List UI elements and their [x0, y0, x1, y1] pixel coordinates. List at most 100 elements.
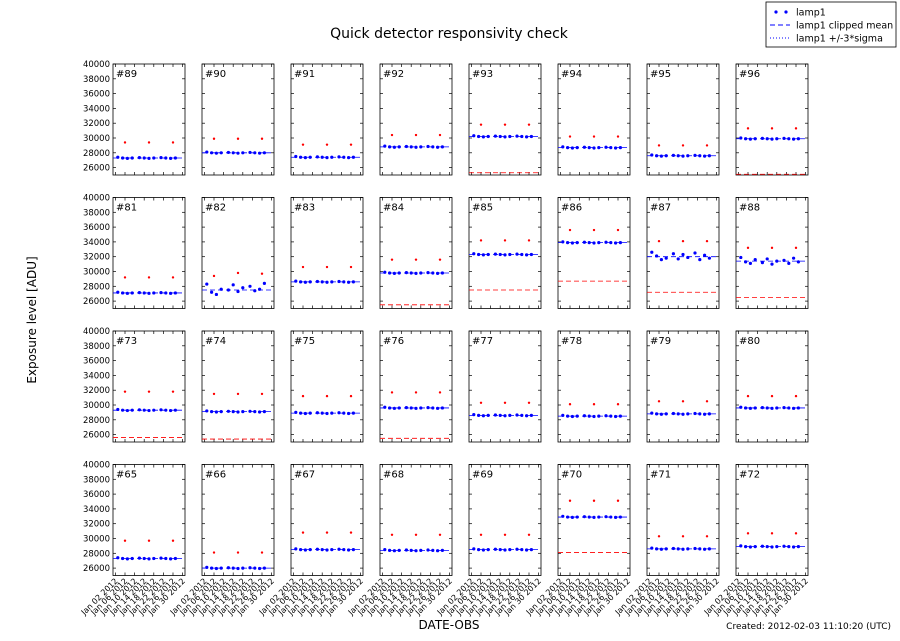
- outlier-point: [770, 246, 774, 250]
- data-point: [315, 279, 319, 284]
- data-point: [686, 154, 690, 158]
- panel-label: #79: [650, 336, 671, 347]
- data-point: [116, 407, 120, 412]
- data-point: [582, 515, 587, 519]
- data-point: [703, 253, 707, 257]
- data-point: [419, 406, 423, 410]
- data-point: [587, 241, 591, 245]
- data-point: [320, 280, 324, 284]
- data-point: [676, 154, 680, 158]
- data-point: [566, 414, 570, 418]
- y-tick-label: 34000: [83, 238, 110, 248]
- panel-label: #89: [116, 69, 137, 80]
- y-tick-label: 40000: [83, 327, 110, 337]
- outlier-point: [349, 265, 353, 269]
- data-point: [561, 413, 565, 417]
- panel-frame: [290, 197, 364, 309]
- outlier-point: [349, 394, 353, 398]
- data-point: [659, 154, 664, 158]
- panel-frame: [112, 464, 186, 576]
- data-point: [320, 155, 324, 159]
- legend-marker: [784, 10, 788, 14]
- panel-label: #83: [294, 203, 315, 214]
- data-point: [214, 410, 218, 414]
- outlier-point: [770, 127, 774, 130]
- data-point: [787, 137, 791, 141]
- legend-label: lamp1: [796, 8, 826, 19]
- data-point: [664, 154, 668, 158]
- data-point: [315, 547, 319, 551]
- data-point: [671, 153, 676, 157]
- data-point: [493, 134, 497, 138]
- data-point: [664, 412, 668, 416]
- data-point: [130, 408, 134, 412]
- data-point: [655, 154, 659, 158]
- data-point: [419, 271, 423, 275]
- data-point: [330, 280, 334, 284]
- data-point: [698, 412, 702, 416]
- data-point: [231, 410, 235, 414]
- outlier-point: [616, 499, 620, 502]
- data-point: [765, 257, 769, 261]
- data-point: [294, 410, 298, 414]
- data-point: [205, 282, 209, 286]
- data-point: [477, 134, 481, 139]
- data-point: [748, 406, 753, 410]
- data-point: [404, 144, 408, 149]
- outlier-point: [503, 239, 507, 242]
- data-point: [486, 252, 490, 257]
- data-point: [308, 411, 312, 415]
- outlier-point: [770, 394, 774, 398]
- outlier-point: [390, 133, 394, 137]
- panel-label: #96: [739, 69, 760, 80]
- data-point: [744, 260, 748, 264]
- data-point: [566, 146, 570, 150]
- data-point: [330, 155, 334, 159]
- y-tick-label: 38000: [83, 75, 110, 85]
- data-point: [597, 241, 601, 245]
- data-point: [703, 412, 707, 416]
- data-point: [130, 291, 134, 295]
- data-point: [686, 255, 690, 260]
- data-point: [770, 137, 774, 141]
- outlier-point: [568, 135, 572, 138]
- data-point: [748, 261, 753, 265]
- data-point: [125, 557, 129, 561]
- outlier-point: [681, 400, 685, 403]
- data-point: [744, 545, 748, 549]
- outlier-point: [705, 144, 709, 147]
- data-point: [409, 548, 413, 552]
- data-point: [561, 240, 565, 244]
- outlier-point: [592, 135, 596, 138]
- data-point: [582, 145, 587, 149]
- data-point: [164, 156, 168, 160]
- data-point: [481, 135, 485, 139]
- data-point: [698, 154, 702, 158]
- panel-label: #91: [294, 69, 315, 80]
- panel-label: #82: [205, 203, 226, 214]
- panel-frame: [557, 63, 631, 176]
- data-point: [231, 283, 235, 287]
- outlier-point: [171, 276, 175, 279]
- data-point: [614, 146, 618, 150]
- data-point: [477, 413, 481, 417]
- data-point: [388, 406, 392, 410]
- panel-label: #86: [561, 203, 582, 214]
- outlier-point: [147, 390, 151, 393]
- legend-label: lamp1 +/-3*sigma: [796, 34, 883, 45]
- data-point: [566, 515, 570, 519]
- y-tick-label: 32000: [83, 386, 110, 396]
- data-point: [383, 405, 387, 409]
- outlier-point: [301, 265, 305, 269]
- data-point: [383, 270, 387, 274]
- data-point: [744, 406, 748, 410]
- data-point: [426, 548, 430, 552]
- data-point: [525, 548, 529, 552]
- data-point: [116, 290, 120, 294]
- data-point: [125, 156, 129, 160]
- data-point: [173, 556, 177, 561]
- outlier-point: [746, 246, 750, 250]
- data-point: [707, 154, 712, 158]
- outlier-point: [349, 143, 353, 146]
